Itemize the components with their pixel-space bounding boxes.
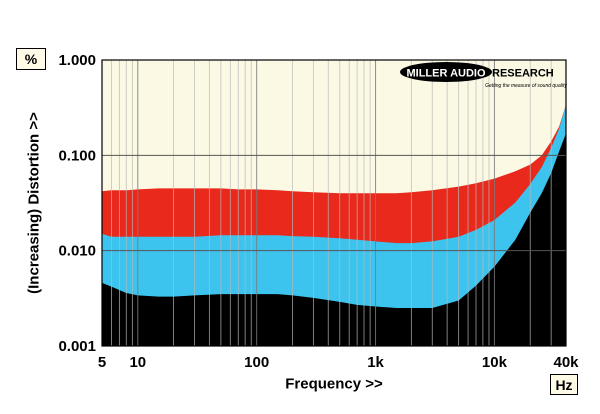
series-area-2 [102,104,566,346]
x-tick-label-3: 100 [244,354,269,371]
y-unit-label: % [16,48,46,70]
x-axis-title: Frequency >> [285,375,383,393]
x-tick-label-1: 5 [98,354,106,371]
x-tick-label-5: 10k [482,354,508,371]
series-area-3 [102,133,566,346]
plot-frame [101,59,567,347]
logo-tagline: Getting the measure of sound quality [485,83,567,89]
y-tick-label-4: 0.001 [58,338,96,355]
logo-ellipse [400,62,492,82]
logo-text-secondary: RESEARCH [492,68,554,80]
logo-text-primary: MILLER AUDIO [406,68,485,80]
x-tick-label-6: 40k [553,354,579,371]
x-unit-label: Hz [550,374,578,395]
y-tick-label-1: 1.000 [58,52,96,69]
x-tick-label-4: 1k [367,354,384,371]
y-tick-label-3: 0.010 [58,243,96,260]
x-tick-label-2: 10 [129,354,146,371]
y-tick-label-2: 0.100 [58,147,96,164]
